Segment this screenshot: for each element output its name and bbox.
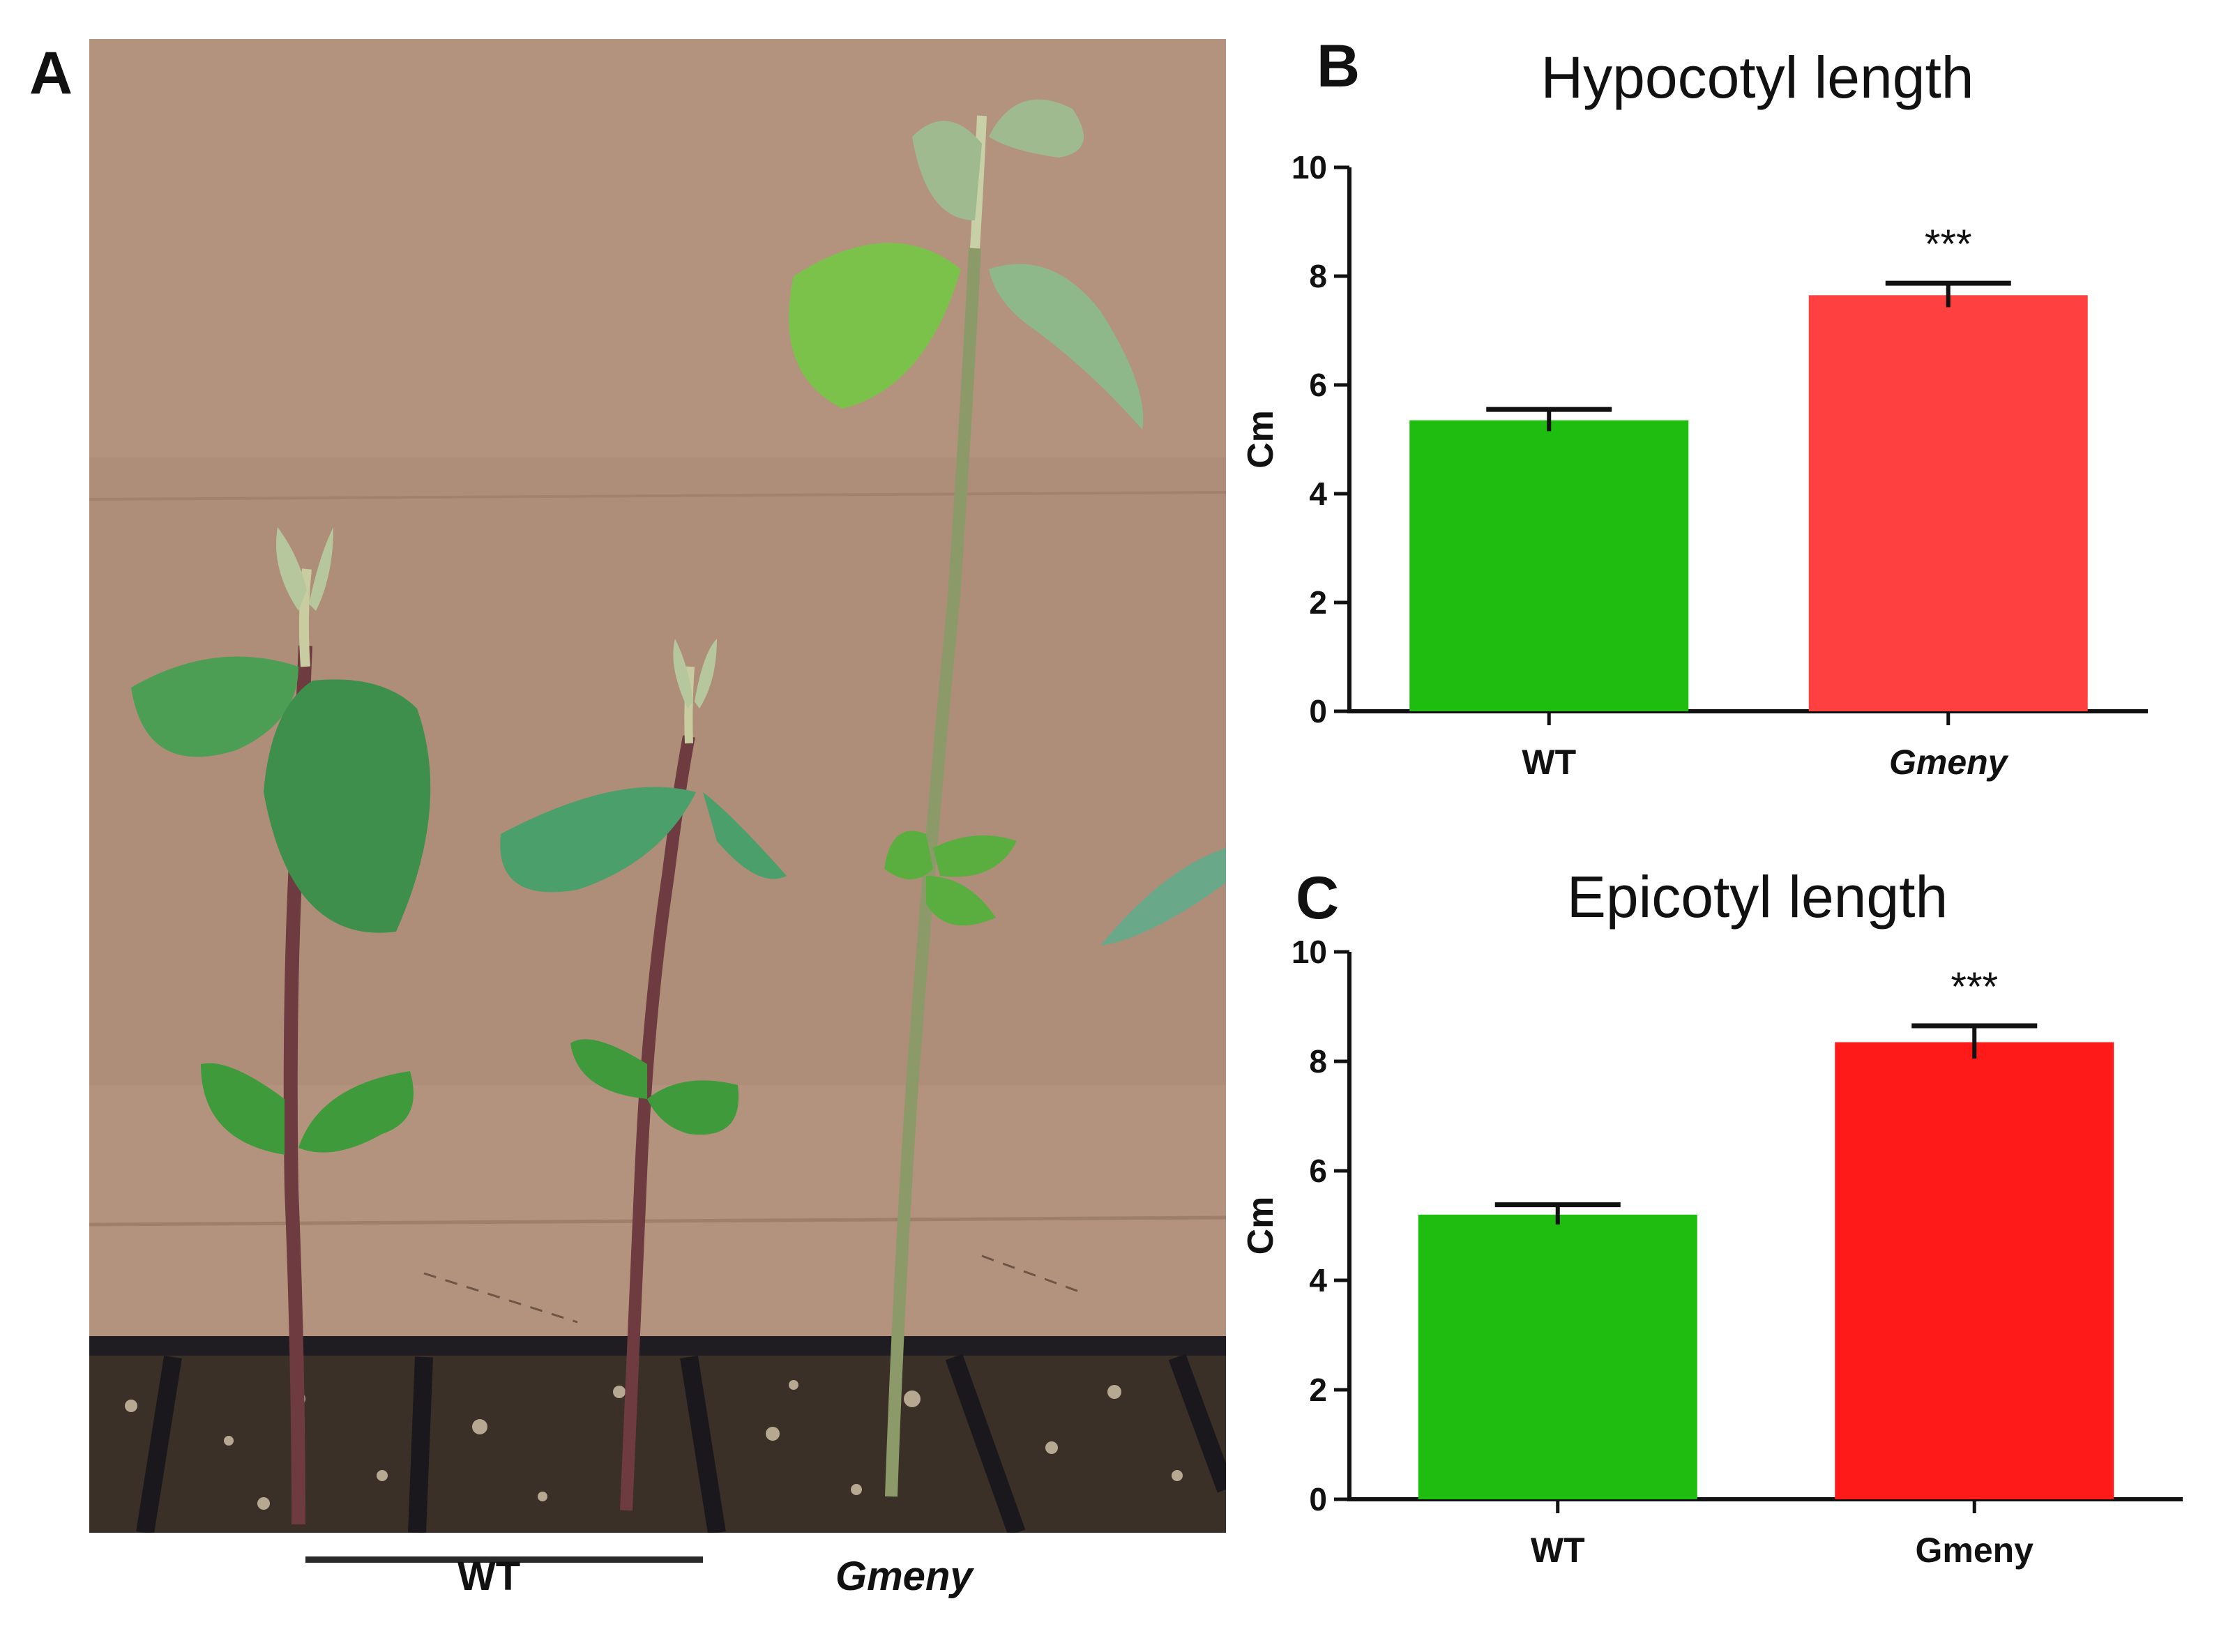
chart-1-category-label: WT: [1531, 1531, 1585, 1570]
chart-0-y-tick-label: 8: [1309, 258, 1327, 294]
wt-scale-bar: [305, 1556, 703, 1563]
chart-1-y-tick-label: 0: [1309, 1481, 1327, 1517]
seedling-photo: [89, 39, 1226, 1533]
chart-1-bar: [1418, 1214, 1697, 1499]
chart-0-significance-label: ***: [1925, 222, 1972, 267]
chart-0-category-label: WT: [1522, 743, 1576, 782]
chart-0-title: Hypocotyl length: [1540, 45, 1974, 110]
chart-0-y-axis-label: Cm: [1241, 410, 1281, 469]
epicotyl-length-chart: Epicotyl length Cm 0 2 4 6 8 10 WT Gmeny ***: [1241, 864, 2183, 1570]
chart-0-y-tick-label: 10: [1292, 149, 1327, 185]
chart-1-y-tick-label: 10: [1292, 934, 1327, 970]
chart-0-category-label: Gmeny: [1889, 743, 2009, 782]
panel-b-letter: B: [1317, 33, 1361, 100]
chart-1-y-tick-label: 6: [1309, 1153, 1327, 1189]
chart-1-bar: [1835, 1042, 2114, 1499]
chart-1-y-tick-label: 4: [1309, 1262, 1327, 1298]
chart-1-significance-label: ***: [1951, 964, 1998, 1010]
chart-1-y-tick-label: 8: [1309, 1043, 1327, 1079]
chart-0-y-tick-label: 6: [1309, 367, 1327, 403]
chart-0-bar: [1409, 420, 1689, 711]
hypocotyl-length-chart: Hypocotyl length Cm 0 2 4 6 8 10 WT Gmeny ***: [1241, 45, 2148, 782]
panel-c-letter: C: [1296, 865, 1340, 932]
photo-label-wt: WT: [457, 1554, 521, 1599]
chart-1-title: Epicotyl length: [1567, 864, 1948, 930]
chart-0-y-tick-label: 0: [1309, 693, 1327, 729]
chart-0-bar: [1808, 295, 2088, 711]
panel-a-letter: A: [29, 40, 73, 107]
chart-1-y-tick-label: 2: [1309, 1372, 1327, 1408]
seedling-photo-illustration: [89, 39, 1226, 1533]
chart-0-y-tick-label: 2: [1309, 584, 1327, 621]
photo-label-gmeny: Gmeny: [835, 1554, 973, 1599]
chart-0-y-tick-label: 4: [1309, 476, 1327, 512]
chart-1-category-label: Gmeny: [1915, 1531, 2034, 1570]
chart-1-y-axis-label: Cm: [1241, 1197, 1281, 1255]
